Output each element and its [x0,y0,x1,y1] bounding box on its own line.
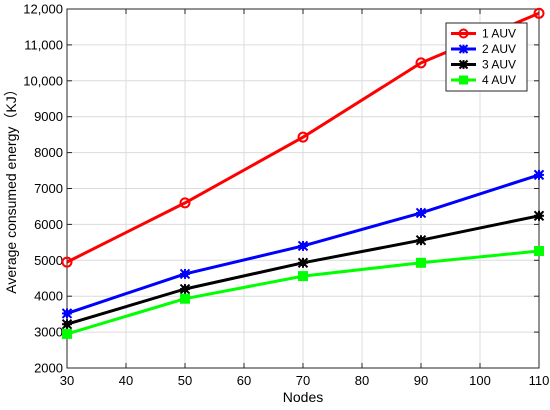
data-point [179,283,191,295]
data-point [298,271,308,282]
y-tick-label: 3000 [34,325,63,340]
data-point [534,245,544,256]
data-point [180,293,190,304]
data-point [458,44,469,54]
series-4-auv [62,245,544,339]
axis-ticks: 30 40 50 60 70 80 90 100 110 2000 3000 4000 5000 6000… [23,2,549,389]
y-tick-label: 10,000 [23,73,63,88]
x-tick-label: 100 [469,373,491,388]
y-tick-label: 12,000 [23,2,63,17]
data-point [297,240,309,252]
x-tick-label: 50 [178,373,192,388]
y-tick-label: 11,000 [24,37,63,52]
data-point [61,256,73,268]
data-point [533,210,545,221]
data-point [533,7,545,19]
legend-item: 1 AUV [451,27,516,41]
y-tick-label: 4000 [34,289,63,304]
x-tick-label: 90 [414,373,428,388]
y-tick-label: 5000 [34,253,63,268]
series-2-auv [61,169,545,319]
data-point [61,318,73,330]
x-tick-label: 60 [237,373,251,388]
data-point [61,308,73,319]
legend-label: 4 AUV [482,73,516,87]
legend-label: 3 AUV [482,58,516,72]
y-tick-label: 7000 [34,181,63,196]
y-tick-label: 8000 [34,145,63,160]
data-point [415,57,427,69]
x-tick-label: 110 [529,373,550,388]
x-tick-label: 40 [119,373,133,388]
x-tick-label: 30 [60,373,74,388]
data-point [416,257,426,268]
legend-item: 2 AUV [451,42,516,56]
x-tick-label: 80 [355,373,369,388]
data-point [297,131,309,143]
data-point [533,169,545,181]
data-point [458,28,469,39]
legend-item: 4 AUV [451,73,516,87]
data-point [179,197,191,209]
series-3-auv [61,210,545,330]
data-point [458,59,469,70]
legend-label: 2 AUV [482,42,516,56]
data-point [415,234,427,246]
y-tick-label: 9000 [34,109,63,124]
legend-label: 1 AUV [482,27,516,41]
x-axis-title: Nodes [283,389,323,405]
y-tick-label: 2000 [34,361,63,376]
y-tick-label: 6000 [34,217,63,232]
data-point [179,268,191,280]
y-axis-title: Average consumed energy（KJ） [3,82,19,293]
x-tick-label: 70 [296,373,310,388]
data-point [62,328,72,339]
data-point [415,207,427,219]
legend-item: 3 AUV [451,58,516,72]
data-point [459,75,468,85]
data-point [297,257,309,269]
